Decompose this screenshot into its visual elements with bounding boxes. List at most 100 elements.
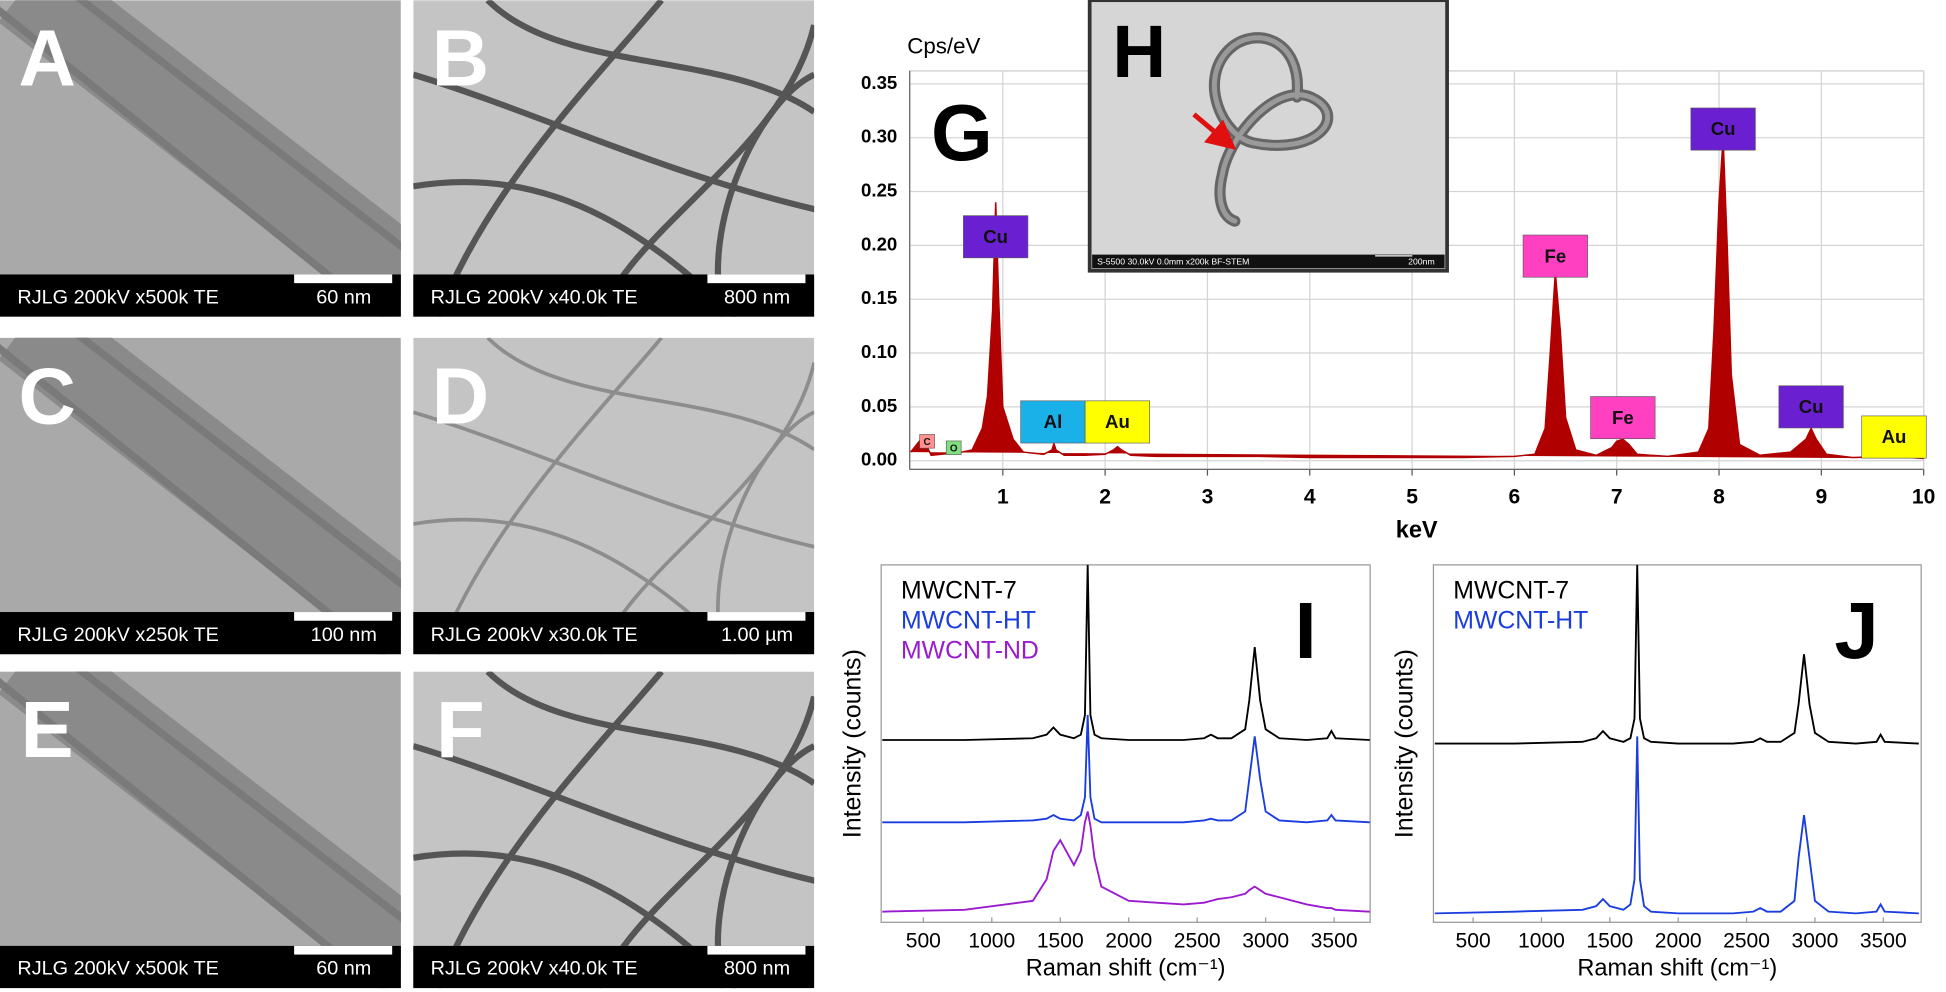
element-tag (945, 440, 962, 455)
x-tick-label: 2000 (1655, 930, 1702, 953)
nanotube-core (1211, 35, 1330, 224)
plot-frame (880, 564, 1371, 923)
x-tick-label: 1500 (1037, 930, 1084, 953)
spectrum-line (1434, 736, 1919, 915)
element-tag (1590, 396, 1656, 440)
x-tick-label: 2500 (1723, 930, 1770, 953)
element-label: Al (1044, 411, 1063, 432)
tem-image: A RJLG 200kV x500k TE 60 nm (0, 0, 401, 317)
plot-frame (1432, 564, 1922, 923)
nanotube-wall (75, 337, 401, 589)
spectrum-line (882, 811, 1370, 913)
nanotube (435, 0, 664, 317)
scale-label: 800 nm (724, 958, 790, 980)
scale-bar (294, 274, 393, 284)
tem-content (413, 337, 815, 655)
tem-image: B RJLG 200kV x40.0k TE 800 nm (413, 0, 815, 317)
panel-letter: B (432, 14, 489, 103)
spectrum-line (1434, 564, 1919, 745)
tem-image: C RJLG 200kV x250k TE 100 nm (0, 337, 401, 655)
caption: S-5500 30.0kV 0.0mm x200k BF-STEM (1097, 256, 1249, 266)
y-tick-label: 0.35 (861, 72, 897, 93)
element-label: Fe (1612, 407, 1634, 428)
spectrum-line (882, 564, 1370, 741)
y-axis-label: Intensity (counts) (839, 649, 866, 838)
nanotube (0, 671, 401, 989)
scale-bar (707, 274, 806, 284)
x-tick-label: 2 (1099, 485, 1111, 508)
element-label: Cu (1711, 118, 1736, 139)
legend-entry: MWCNT-HT (1453, 608, 1588, 635)
element-label: Cu (983, 226, 1008, 247)
tem-image: E RJLG 200kV x500k TE 60 nm (0, 671, 401, 989)
nanotube (0, 337, 401, 655)
scale-bar (294, 612, 393, 621)
x-tick-label: 4 (1304, 485, 1316, 508)
x-tick-label: 3000 (1242, 930, 1289, 953)
tem-content (0, 337, 401, 655)
scale-label: 1.00 µm (721, 624, 793, 646)
scale-bar (707, 945, 806, 955)
nanotube-wall (0, 344, 375, 651)
nanotube (485, 0, 815, 115)
panel-letter: D (432, 351, 489, 440)
nanotube (485, 671, 815, 786)
tem-image: F RJLG 200kV x40.0k TE 800 nm (413, 671, 815, 989)
scale-label: 200nm (1408, 256, 1435, 266)
y-tick-label: 0.30 (861, 126, 897, 147)
scale-label: 100 nm (311, 624, 377, 646)
tem-content (413, 0, 815, 317)
caption: RJLG 200kV x40.0k TE (431, 958, 638, 980)
nanotube (413, 71, 815, 213)
tem-content (0, 0, 401, 317)
y-tick-label: 0.25 (861, 179, 897, 200)
panel-letter: F (436, 685, 485, 774)
panel-letter: I (1295, 586, 1317, 675)
element-tag (1522, 234, 1588, 278)
x-tick-label: 3000 (1791, 930, 1838, 953)
y-tick-label: 0.20 (861, 233, 897, 254)
element-tag (963, 215, 1029, 259)
nanotube (0, 0, 401, 317)
tem-content (0, 671, 401, 989)
panel-letter: E (21, 685, 74, 774)
x-tick-label: 500 (1456, 930, 1491, 953)
nanotube (413, 410, 815, 549)
caption: RJLG 200kV x500k TE (17, 958, 218, 980)
caption: RJLG 200kV x30.0k TE (431, 624, 638, 646)
x-tick-label: 7 (1611, 485, 1623, 508)
element-label: Au (1105, 411, 1130, 432)
y-tick-label: 0.05 (861, 395, 897, 416)
inset-image (1087, 0, 1449, 273)
element-label: Cu (1799, 396, 1824, 417)
x-tick-label: 1000 (968, 930, 1015, 953)
element-tag (919, 434, 935, 449)
legend-entry: MWCNT-7 (1453, 578, 1569, 605)
x-axis-label: Raman shift (cm⁻¹) (1026, 955, 1226, 981)
y-tick-label: 0.15 (861, 287, 897, 308)
caption-bar (1092, 254, 1445, 269)
panel-letter: A (18, 14, 75, 103)
nanotube-wall (75, 671, 401, 923)
y-axis-label: Cps/eV (907, 33, 980, 58)
y-tick-label: 0.00 (861, 449, 897, 470)
nanotube (436, 337, 663, 655)
x-tick-label: 3500 (1860, 930, 1907, 953)
scale-label: 800 nm (724, 286, 790, 308)
x-tick-label: 10 (1912, 485, 1935, 508)
caption: RJLG 200kV x40.0k TE (431, 286, 638, 308)
x-axis-label: Raman shift (cm⁻¹) (1577, 955, 1777, 981)
element-tag (1690, 107, 1756, 151)
x-tick-label: 6 (1509, 485, 1521, 508)
x-tick-label: 1 (997, 485, 1009, 508)
element-label: C (924, 437, 931, 448)
x-tick-label: 8 (1713, 485, 1725, 508)
nanotube-wall (0, 678, 375, 985)
panel-letter: C (18, 351, 75, 440)
arrow (1192, 112, 1237, 151)
element-label: Au (1882, 426, 1907, 447)
x-tick-label: 5 (1406, 485, 1418, 508)
caption: RJLG 200kV x500k TE (17, 286, 218, 308)
scale-bar (707, 612, 806, 621)
x-tick-label: 500 (906, 930, 941, 953)
